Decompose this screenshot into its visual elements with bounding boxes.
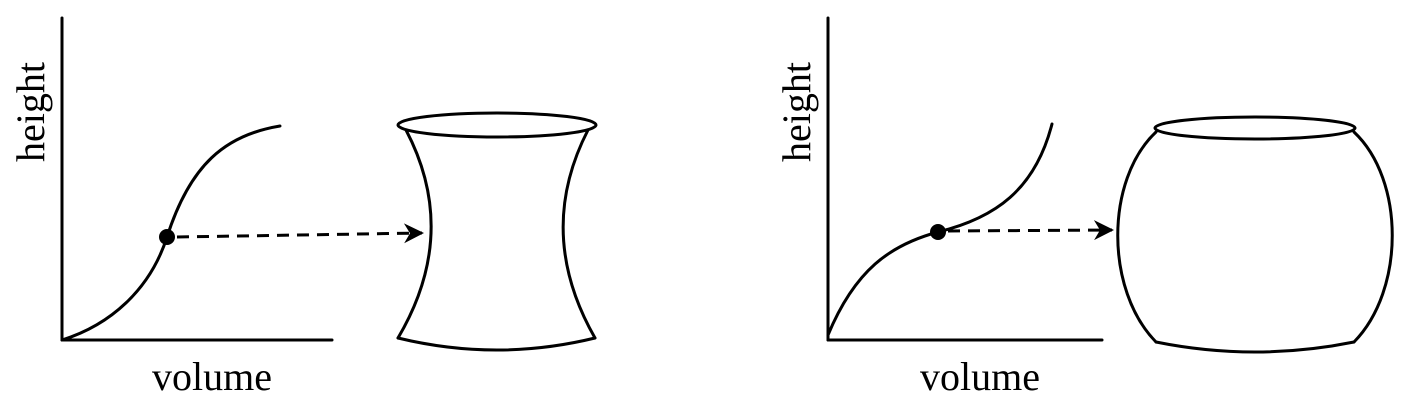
- barrel-top-rim: [1153, 115, 1357, 141]
- barrel-container: [1116, 115, 1394, 354]
- barrel-left-wall: [1116, 130, 1158, 344]
- barrel-right-wall: [1352, 130, 1394, 344]
- hourglass-right-wall: [561, 128, 597, 340]
- left-ylabel: height: [8, 62, 53, 162]
- right-inflection-point: [930, 224, 946, 240]
- barrel-bottom-rim: [1154, 340, 1356, 354]
- hourglass-container: [396, 111, 598, 352]
- left-graph: height volume: [8, 16, 334, 399]
- right-dashed-arrow: [947, 220, 1114, 241]
- hourglass-left-wall: [396, 128, 433, 340]
- left-inflection-point: [159, 229, 175, 245]
- left-dashed-arrow: [176, 223, 424, 244]
- right-panel: height volume: [774, 16, 1394, 399]
- hourglass-top-rim: [396, 111, 598, 139]
- right-ylabel: height: [774, 62, 819, 162]
- left-xlabel: volume: [152, 354, 272, 399]
- right-xlabel: volume: [920, 354, 1040, 399]
- left-panel: height volume: [8, 16, 598, 399]
- right-graph: height volume: [774, 16, 1104, 399]
- hourglass-bottom-rim: [396, 336, 597, 352]
